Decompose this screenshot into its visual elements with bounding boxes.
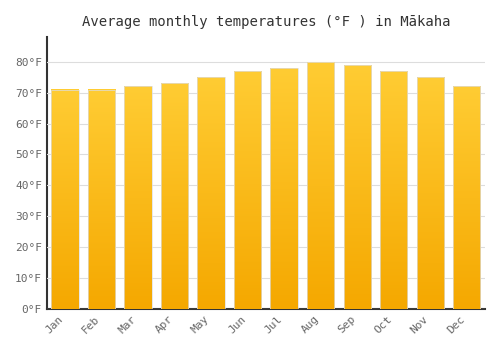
Bar xyxy=(380,71,407,309)
Bar xyxy=(270,68,298,309)
Bar xyxy=(234,71,262,309)
Bar xyxy=(307,62,334,309)
Title: Average monthly temperatures (°F ) in Mākaha: Average monthly temperatures (°F ) in Mā… xyxy=(82,15,450,29)
Bar xyxy=(198,77,225,309)
Bar xyxy=(453,86,480,309)
Bar xyxy=(124,86,152,309)
Bar xyxy=(161,83,188,309)
Bar xyxy=(416,77,444,309)
Bar xyxy=(88,90,116,309)
Bar xyxy=(52,90,79,309)
Bar xyxy=(344,65,371,309)
